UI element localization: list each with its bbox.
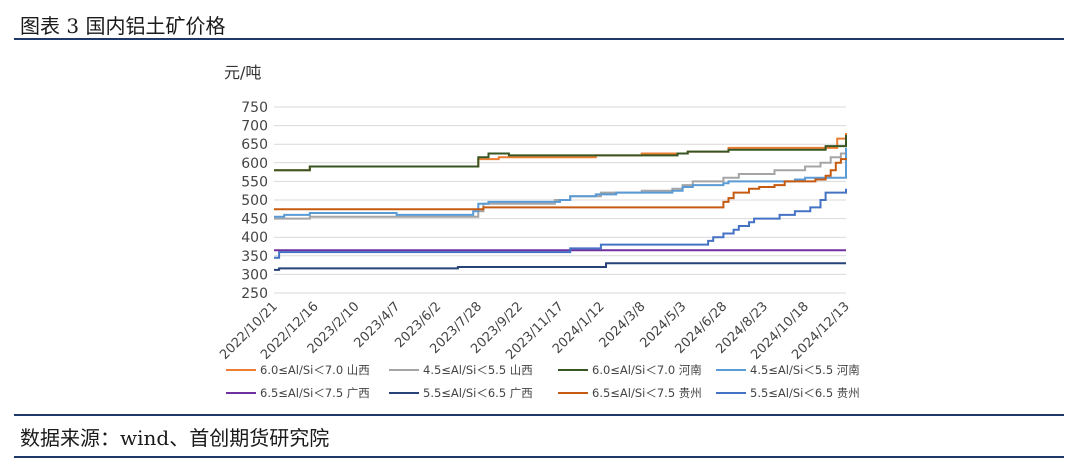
legend-label: 6.0≤Al/Si＜7.0 河南 bbox=[592, 363, 702, 377]
chart-title: 图表 3 国内铝土矿价格 bbox=[20, 14, 226, 38]
series-line-4 bbox=[274, 147, 847, 218]
y-tick-label: 550 bbox=[241, 174, 268, 190]
y-tick-label: 650 bbox=[241, 137, 268, 153]
y-tick-label: 250 bbox=[241, 286, 268, 302]
source-note: 数据来源：wind、首创期货研究院 bbox=[20, 426, 330, 450]
series-line-6 bbox=[274, 262, 846, 271]
series-line-3 bbox=[274, 134, 847, 172]
legend-label: 6.5≤Al/Si＜7.5 贵州 bbox=[592, 386, 702, 400]
x-tick-labels: 2022/10/212022/12/162023/2/102023/4/7202… bbox=[217, 299, 853, 363]
legend-label: 6.5≤Al/Si＜7.5 广西 bbox=[260, 386, 370, 400]
line-chart: 元/吨 250 300 350 400 450 500 550 600 650 700 750 20… bbox=[217, 63, 860, 400]
series-line-8 bbox=[274, 188, 847, 259]
legend: 6.0≤Al/Si＜7.0 山西 4.5≤Al/Si＜5.5 山西 6.0≤Al/S… bbox=[226, 363, 860, 400]
legend-label: 4.5≤Al/Si＜5.5 河南 bbox=[750, 363, 860, 377]
y-tick-label: 500 bbox=[241, 193, 268, 209]
series-line-1 bbox=[274, 133, 847, 172]
source-bar: 数据来源：wind、首创期货研究院 bbox=[14, 414, 1064, 458]
series-lines bbox=[274, 133, 847, 271]
legend-label: 6.0≤Al/Si＜7.0 山西 bbox=[260, 363, 370, 377]
y-tick-label: 450 bbox=[241, 212, 268, 228]
y-tick-label: 350 bbox=[241, 249, 268, 265]
legend-label: 5.5≤Al/Si＜6.5 广西 bbox=[423, 386, 533, 400]
y-tick-label: 750 bbox=[241, 100, 268, 116]
y-axis-label: 元/吨 bbox=[224, 63, 261, 82]
chart-container: 元/吨 250 300 350 400 450 500 550 600 650 700 750 20… bbox=[14, 40, 1064, 412]
y-tick-label: 700 bbox=[241, 119, 268, 135]
title-bar: 图表 3 国内铝土矿价格 bbox=[14, 6, 1064, 40]
legend-label: 4.5≤Al/Si＜5.5 山西 bbox=[423, 363, 533, 377]
y-tick-label: 600 bbox=[241, 156, 268, 172]
y-tick-label: 400 bbox=[241, 230, 268, 246]
y-tick-label: 300 bbox=[241, 267, 268, 283]
series-line-7 bbox=[274, 158, 847, 211]
y-tick-labels: 250 300 350 400 450 500 550 600 650 700 750 bbox=[241, 100, 268, 302]
legend-label: 5.5≤Al/Si＜6.5 贵州 bbox=[750, 386, 860, 400]
